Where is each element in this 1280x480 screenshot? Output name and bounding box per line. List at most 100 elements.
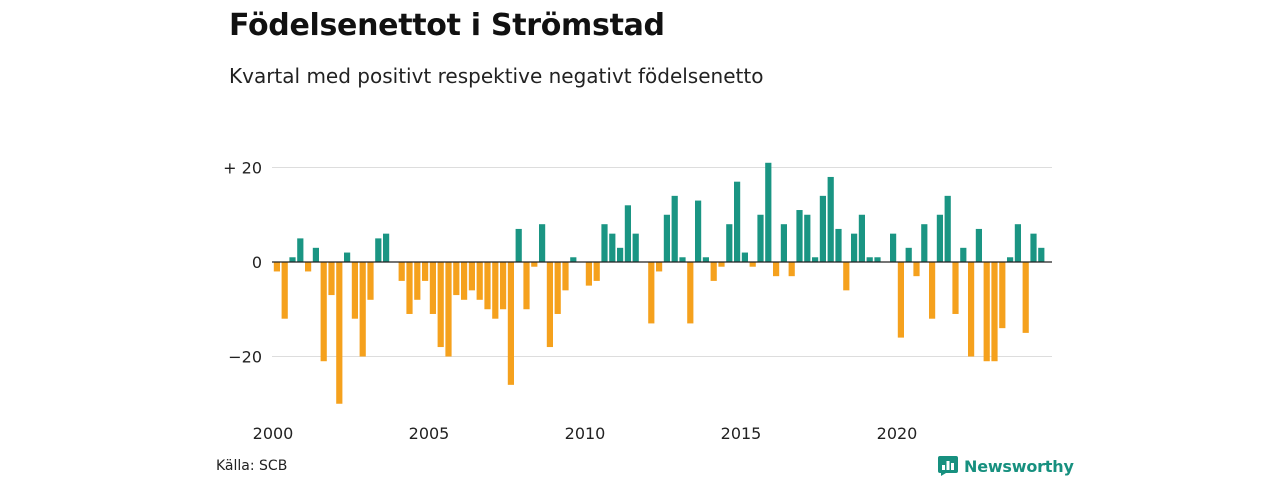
bar-2021-q4 [952,262,959,314]
bar-2008-q1 [523,262,530,310]
newsworthy-logo-icon [938,456,958,476]
bar-2021-q3 [944,195,951,262]
bar-2014-q4 [734,181,741,262]
x-tick-label: 2010 [565,424,606,443]
bar-2016-q4 [796,210,803,262]
bar-2007-q1 [492,262,499,319]
chart-subtitle: Kvartal med positivt respektive negativt… [229,64,764,88]
bar-2007-q2 [500,262,507,310]
bar-2018-q4 [858,214,865,262]
grid-lines [272,167,1052,357]
bar-2004-q4 [422,262,429,281]
x-tick-label: 2000 [253,424,294,443]
y-axis-ticks: + 20 0 −20 [223,159,262,367]
bar-2014-q2 [718,262,725,267]
bar-2003-q3 [383,233,390,262]
bar-2008-q2 [531,262,538,267]
bar-2003-q2 [375,238,382,263]
bar-2016-q2 [780,224,787,262]
bar-2008-q3 [539,224,546,262]
chart-title: Födelsenettot i Strömstad [229,8,665,43]
bar-2022-q4 [983,262,990,362]
bar-2024-q2 [1030,233,1037,262]
bar-2021-q1 [929,262,936,319]
bar-2013-q1 [679,257,686,262]
bar-2012-q2 [656,262,663,272]
bar-2015-q3 [757,214,764,262]
bar-2012-q4 [671,195,678,262]
bar-2022-q2 [968,262,975,357]
bar-2010-q1 [585,262,592,286]
bar-2000-q1 [273,262,280,272]
brand-logo[interactable]: Newsworthy [938,456,1074,476]
bar-2008-q4 [546,262,553,348]
bar-2002-q1 [336,262,343,404]
bar-2023-q3 [1007,257,1014,262]
bar-2011-q1 [617,247,624,262]
bar-2018-q1 [835,228,842,262]
bar-2012-q1 [648,262,655,324]
bar-2015-q4 [765,162,772,262]
bar-2024-q3 [1038,247,1045,262]
bar-2023-q4 [1014,224,1021,262]
bar-2016-q3 [788,262,795,277]
bar-2022-q3 [975,228,982,262]
bar-2001-q2 [312,247,319,262]
bar-2020-q3 [913,262,920,277]
bars [273,162,1045,404]
y-tick-label: 0 [252,253,262,272]
bar-2023-q1 [991,262,998,362]
bar-2000-q3 [289,257,296,262]
bar-2019-q1 [866,257,873,262]
bar-2017-q4 [827,176,834,262]
bar-2016-q1 [773,262,780,277]
bar-2006-q1 [461,262,468,300]
bar-2005-q1 [429,262,436,314]
bar-2002-q4 [359,262,366,357]
bar-2023-q2 [999,262,1006,329]
bar-2018-q3 [851,233,858,262]
bar-2013-q2 [687,262,694,324]
bar-2014-q3 [726,224,733,262]
bar-2017-q3 [819,195,826,262]
bar-2010-q3 [601,224,608,262]
bar-2013-q3 [695,200,702,262]
source-note: Källa: SCB [216,458,288,474]
bar-2009-q1 [554,262,561,314]
bar-2020-q4 [921,224,928,262]
bar-2007-q4 [515,228,522,262]
bar-2020-q1 [897,262,904,338]
bar-2018-q2 [843,262,850,291]
bar-2006-q3 [476,262,483,300]
x-axis-ticks: 2000 2005 2010 2015 2020 [253,424,918,443]
bar-2013-q4 [702,257,709,262]
bar-2001-q4 [328,262,335,296]
y-tick-label: + 20 [223,159,262,178]
bar-2021-q2 [936,214,943,262]
bar-2014-q1 [710,262,717,281]
bar-2009-q3 [570,257,577,262]
bar-2011-q3 [632,233,639,262]
bar-2011-q2 [624,205,631,262]
bar-2004-q2 [406,262,413,314]
bar-2012-q3 [663,214,670,262]
bar-2006-q4 [484,262,491,310]
bar-2000-q4 [297,238,304,263]
x-tick-label: 2005 [409,424,450,443]
bar-2001-q1 [305,262,312,272]
bar-2005-q4 [453,262,460,296]
bar-2001-q3 [320,262,327,362]
bar-2015-q1 [741,252,748,262]
bar-2022-q1 [960,247,967,262]
bar-2019-q2 [874,257,881,262]
bar-2007-q3 [507,262,514,385]
bar-2002-q2 [344,252,351,262]
bar-2017-q2 [812,257,819,262]
x-tick-label: 2015 [721,424,762,443]
bar-2010-q2 [593,262,600,281]
bar-2020-q2 [905,247,912,262]
bar-2003-q1 [367,262,374,300]
y-tick-label: −20 [228,348,262,367]
bar-2002-q3 [351,262,358,319]
